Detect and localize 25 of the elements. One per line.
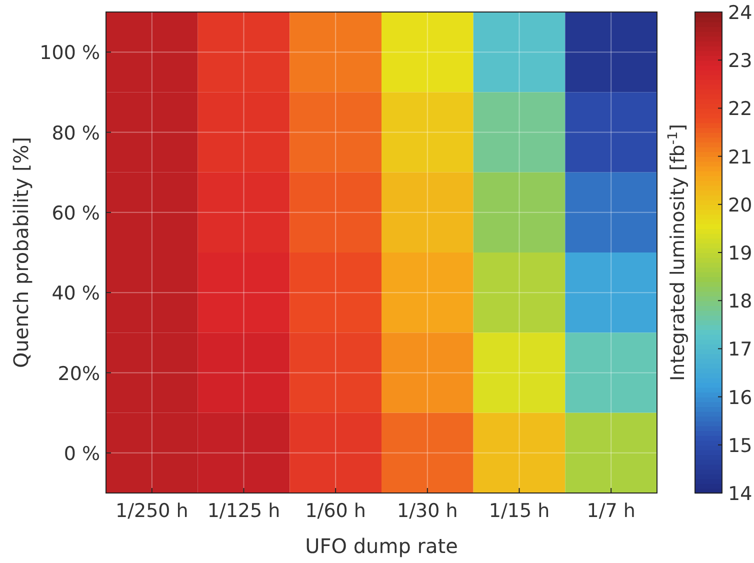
x-tick-label: 1/15 h [488, 500, 550, 522]
color-bar-label: 24 [728, 2, 752, 24]
x-tick-label: 1/125 h [207, 500, 280, 522]
x-axis-title: UFO dump rate [305, 534, 458, 558]
color-bar-label: 14 [728, 483, 752, 505]
x-tick-label: 1/60 h [305, 500, 366, 522]
color-bar-label: 17 [728, 338, 752, 361]
x-tick-label: 1/30 h [397, 500, 458, 522]
color-bar-label: 16 [728, 386, 752, 409]
x-tick-label: 1/7 h [586, 500, 636, 522]
color-bar-label: 18 [728, 290, 752, 313]
color-bar-label: 21 [728, 146, 752, 168]
color-bar-label: 15 [728, 434, 752, 457]
y-tick-label: 20% [58, 362, 100, 385]
color-bar-label: 22 [728, 98, 752, 120]
y-tick-label: 100 % [40, 42, 100, 64]
y-axis-title: Quench probability [%] [9, 136, 33, 368]
y-tick-label: 40 % [52, 282, 100, 305]
color-bar-label: 23 [728, 50, 752, 72]
y-tick-label: 0 % [64, 442, 100, 465]
color-bar-label: 19 [728, 242, 752, 264]
x-tick-label: 1/250 h [115, 500, 188, 522]
color-bar-label: 20 [728, 194, 752, 216]
y-tick-label: 60 % [52, 202, 100, 224]
y-tick-label: 80 % [52, 122, 100, 144]
